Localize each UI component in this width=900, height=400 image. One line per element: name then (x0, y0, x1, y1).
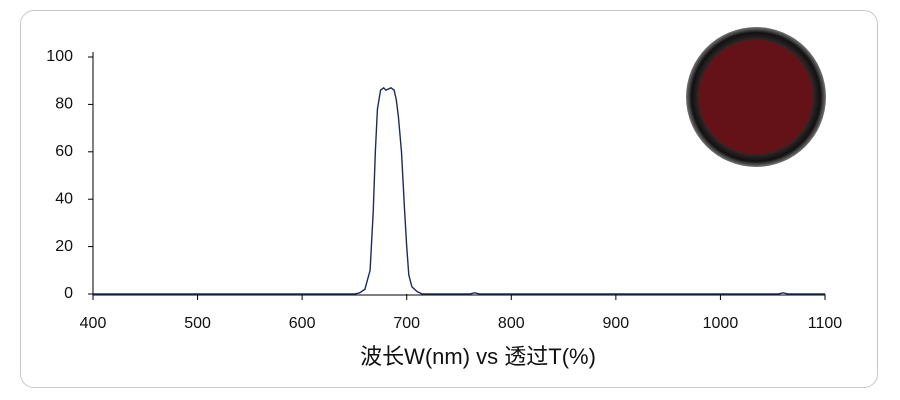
series-line (93, 86, 825, 295)
x-tick-label: 900 (603, 315, 630, 332)
x-tick-label: 600 (289, 315, 316, 332)
filter-glass (699, 40, 813, 154)
x-axis-label: 波长W(nm) vs 透过T(%) (360, 344, 596, 369)
y-tick-label: 40 (55, 190, 73, 207)
x-tick-label: 700 (393, 315, 420, 332)
x-tick-label: 1000 (703, 315, 739, 332)
y-tick-label: 0 (64, 285, 73, 302)
y-tick-label: 80 (55, 96, 73, 113)
x-tick-label: 400 (80, 315, 107, 332)
y-tick-label: 20 (55, 238, 73, 255)
x-tick-label: 500 (184, 315, 211, 332)
x-tick-label: 1100 (808, 315, 843, 332)
y-tick-label: 60 (55, 143, 73, 160)
card (20, 10, 878, 388)
x-tick-label: 800 (498, 315, 525, 332)
y-tick-label: 100 (46, 48, 73, 65)
